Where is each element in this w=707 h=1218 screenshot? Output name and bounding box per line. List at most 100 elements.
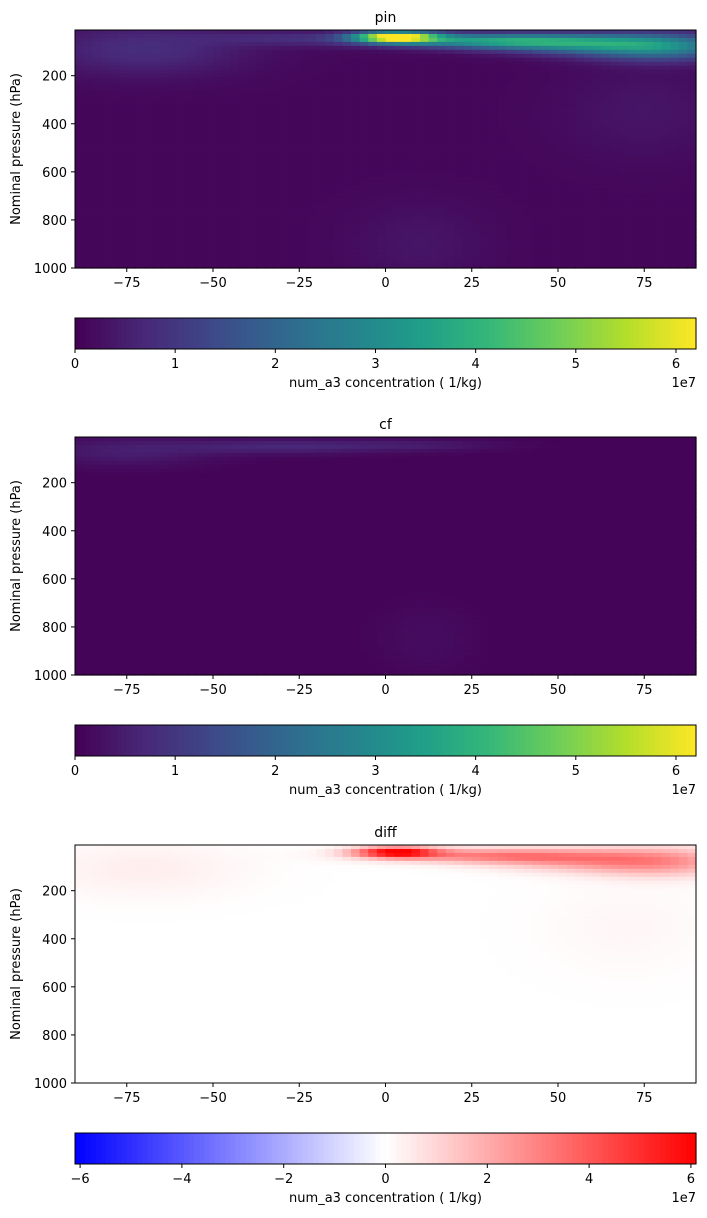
heatmap-cell	[463, 204, 473, 210]
heatmap-cell	[445, 204, 456, 210]
heatmap-cell	[463, 176, 473, 182]
heatmap-cell	[230, 133, 240, 138]
heatmap-cell	[187, 456, 197, 462]
heatmap-cell	[592, 180, 602, 186]
heatmap-cell	[92, 220, 102, 225]
y-tick-label: 800	[42, 214, 67, 229]
heatmap-cell	[454, 145, 464, 150]
heatmap-cell	[463, 89, 473, 95]
heatmap-cell	[463, 33, 473, 39]
heatmap-cell	[282, 460, 292, 466]
heatmap-cell	[316, 248, 326, 253]
heatmap-cell	[109, 228, 119, 233]
heatmap-cell	[204, 212, 214, 218]
heatmap-cell	[687, 184, 697, 190]
heatmap-cell	[540, 93, 550, 99]
heatmap-cell	[169, 145, 180, 150]
heatmap-cell	[566, 149, 576, 154]
heatmap-cell	[402, 264, 412, 269]
heatmap-cell	[152, 117, 162, 122]
heatmap-cell	[299, 196, 309, 202]
heatmap-cell	[359, 252, 369, 257]
heatmap-cell	[532, 164, 542, 170]
heatmap-cell	[282, 176, 292, 182]
heatmap-cell	[316, 196, 326, 202]
heatmap-cell	[532, 53, 542, 59]
heatmap-cell	[316, 61, 326, 67]
heatmap-cell	[540, 220, 550, 225]
heatmap-cell	[152, 224, 162, 229]
heatmap-cell	[126, 105, 136, 110]
heatmap-cell	[454, 196, 464, 202]
heatmap-cell	[592, 93, 602, 99]
heatmap-cell	[652, 228, 663, 233]
heatmap-cell	[368, 117, 378, 122]
heatmap-cell	[118, 53, 128, 59]
heatmap-cell	[618, 176, 628, 182]
heatmap-cell	[118, 240, 128, 245]
heatmap-cell	[618, 41, 628, 47]
heatmap-cell	[635, 236, 645, 241]
heatmap-cell	[178, 208, 188, 214]
heatmap-cell	[532, 172, 542, 178]
heatmap-cell	[644, 240, 654, 245]
heatmap-cell	[359, 113, 369, 118]
heatmap-cell	[618, 93, 628, 99]
heatmap-cell	[126, 224, 136, 229]
heatmap-cell	[299, 41, 309, 47]
heatmap-cell	[100, 180, 111, 186]
heatmap-cell	[204, 57, 214, 63]
heatmap-cell	[678, 240, 688, 245]
heatmap-cell	[558, 172, 568, 178]
heatmap-cell	[454, 460, 464, 466]
heatmap-cell	[135, 200, 145, 206]
heatmap-cell	[290, 37, 300, 43]
heatmap-cell	[169, 125, 180, 130]
heatmap-cell	[402, 168, 412, 174]
colorbar-segment	[318, 318, 324, 349]
heatmap-cell	[506, 180, 516, 186]
heatmap-cell	[238, 228, 249, 233]
heatmap-cell	[454, 192, 464, 198]
heatmap-cell	[256, 228, 266, 233]
heatmap-cell	[351, 240, 361, 245]
heatmap-cell	[523, 440, 533, 446]
heatmap-cell	[463, 149, 473, 154]
heatmap-cell	[540, 33, 550, 39]
heatmap-cell	[592, 224, 602, 229]
heatmap-cell	[670, 208, 680, 214]
heatmap-cell	[368, 452, 378, 458]
heatmap-cell	[213, 105, 223, 110]
heatmap-cell	[169, 160, 180, 166]
heatmap-cell	[368, 437, 378, 442]
heatmap-cell	[325, 30, 335, 35]
heatmap-cell	[359, 109, 369, 114]
heatmap-cell	[359, 145, 369, 150]
heatmap-cell	[678, 264, 688, 269]
heatmap-cell	[480, 460, 490, 466]
heatmap-cell	[221, 141, 231, 146]
heatmap-cell	[126, 49, 136, 55]
heatmap-cell	[497, 69, 507, 75]
heatmap-cell	[135, 180, 145, 186]
heatmap-cell	[471, 121, 481, 126]
heatmap-cell	[144, 152, 154, 158]
heatmap-cell	[333, 176, 343, 182]
heatmap-cell	[583, 152, 594, 158]
heatmap-cell	[152, 49, 162, 55]
heatmap-cell	[195, 117, 205, 122]
heatmap-cell	[221, 152, 231, 158]
heatmap-cell	[394, 137, 404, 142]
heatmap-cell	[109, 456, 119, 462]
heatmap-cell	[454, 37, 464, 43]
heatmap-cell	[376, 105, 387, 110]
heatmap-cell	[644, 180, 654, 186]
heatmap-cell	[566, 204, 576, 210]
heatmap-cell	[273, 65, 283, 71]
heatmap-cell	[230, 121, 240, 126]
heatmap-cell	[644, 105, 654, 110]
heatmap-cell	[678, 208, 688, 214]
heatmap-cell	[351, 121, 361, 126]
heatmap-cell	[187, 145, 197, 150]
heatmap-cell	[420, 184, 430, 190]
